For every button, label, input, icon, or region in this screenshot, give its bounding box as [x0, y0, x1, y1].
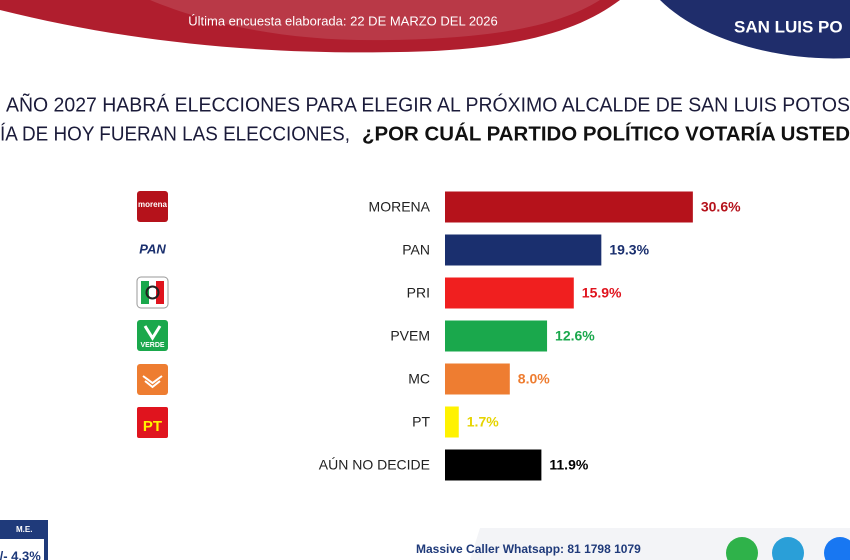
question-line-1: AÑO 2027 HABRÁ ELECCIONES PARA ELEGIR AL… — [6, 92, 850, 116]
logo-pt: PT — [137, 407, 168, 438]
margin-value-box — [0, 539, 44, 560]
value-label: 1.7% — [467, 414, 499, 430]
logo-mc — [137, 364, 168, 395]
header-highlight — [150, 0, 600, 41]
logo-text: VERDE — [140, 342, 164, 349]
whatsapp-icon[interactable] — [726, 537, 758, 560]
question-line-2-bold: ¿POR CUÁL PARTIDO POLÍTICO VOTARÍA USTED — [362, 122, 850, 145]
logo-pri — [136, 276, 169, 309]
bar — [445, 363, 510, 395]
header-navy-band — [660, 0, 850, 59]
category-label: MC — [408, 371, 430, 387]
region-title: SAN LUIS PO — [734, 17, 843, 36]
logo-pan: PAN — [137, 234, 168, 265]
logo-text: morena — [138, 200, 167, 209]
category-label: PAN — [402, 242, 430, 258]
logo-bg — [137, 364, 168, 395]
logo-stripe — [141, 281, 149, 304]
bar — [445, 320, 548, 352]
value-label: 19.3% — [609, 242, 649, 258]
bar — [445, 277, 574, 309]
value-label: 30.6% — [701, 199, 741, 215]
value-label: 8.0% — [518, 371, 550, 387]
facebook-icon[interactable] — [824, 537, 850, 560]
contact: Massive Caller Whatsapp: 81 1798 1079 — [416, 542, 641, 556]
category-label: PRI — [407, 285, 430, 301]
logo-pvem: VERDE — [137, 320, 168, 351]
logo-mark — [143, 325, 162, 341]
bar-chart: MORENA 30.6% PAN 19.3% PRI 15.9% PVEM 12.6% MC 8.… — [319, 191, 741, 481]
logo-stripe — [156, 281, 164, 304]
question-line-2: ÍA DE HOY FUERAN LAS ELECCIONES, — [0, 122, 350, 145]
margin-value: +/- 4.3% — [0, 548, 41, 560]
bar — [445, 406, 459, 438]
logo-bg — [137, 234, 168, 265]
logo-text: PT — [143, 418, 162, 435]
logo-text: PAN — [139, 241, 166, 256]
value-label: 12.6% — [555, 328, 595, 344]
category-label: PVEM — [390, 328, 430, 344]
category-label: PT — [412, 414, 430, 430]
bar — [445, 449, 542, 481]
logo-ring — [145, 285, 160, 300]
category-label: AÚN NO DECIDE — [319, 457, 430, 473]
bar — [445, 234, 602, 266]
category-label: MORENA — [369, 199, 431, 215]
value-label: 15.9% — [582, 285, 622, 301]
logo-bg — [137, 191, 168, 222]
logo-morena: morena — [137, 191, 168, 222]
logo-bg — [137, 407, 168, 438]
telegram-icon[interactable] — [772, 537, 804, 560]
value-label: 11.9% — [549, 457, 588, 473]
header-red-band — [0, 0, 620, 53]
logo-mark — [142, 375, 163, 389]
margin-label: M.E. — [16, 525, 32, 534]
bar — [445, 191, 693, 223]
survey-date: Última encuesta elaborada: 22 DE MARZO D… — [188, 13, 498, 28]
